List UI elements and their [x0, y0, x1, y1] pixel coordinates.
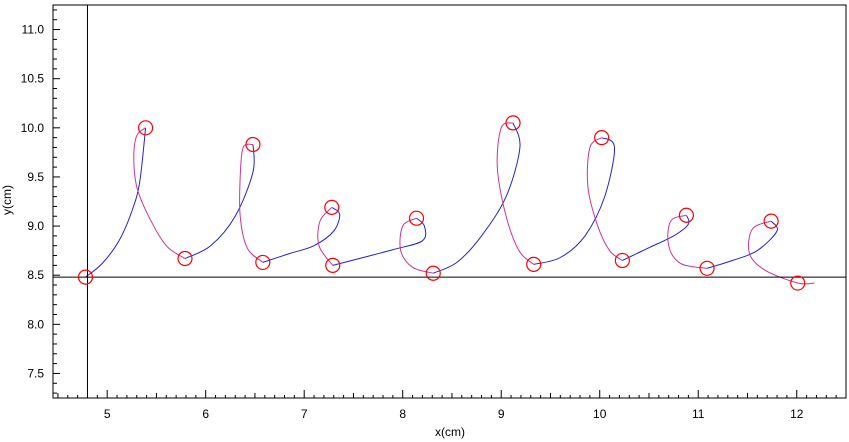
plot-area: [52, 4, 847, 399]
marker-circle-2: [177, 250, 193, 267]
marker-circle-7: [408, 210, 425, 226]
y-tick-label: 7.5: [27, 366, 44, 380]
trace-segment-5: [317, 207, 334, 266]
x-tick-label: 11: [692, 407, 705, 421]
x-tick-label: 7: [301, 407, 308, 421]
trace-segment-0: [85, 127, 147, 278]
marker-circle-3: [245, 136, 261, 153]
marker-circle-9: [505, 115, 521, 131]
position-markers: [77, 115, 806, 291]
x-tick-label: 5: [104, 407, 111, 421]
y-tick-label: 8.0: [27, 317, 44, 331]
trace-segment-11: [586, 137, 623, 261]
y-axis: 7.5 8.0 8.5 9.0 9.5 10.0 10.5 11.0: [21, 9, 60, 394]
marker-circle-12: [614, 252, 630, 269]
trace-segment-10: [533, 137, 616, 265]
marker-circle-8: [425, 265, 441, 281]
trace-segment-2: [184, 144, 255, 259]
marker-circle-15: [763, 213, 779, 229]
trace-segment-12: [622, 215, 690, 261]
trace-segment-8: [432, 122, 521, 274]
marker-circle-14: [699, 260, 715, 276]
trace-segment-1: [133, 127, 186, 259]
y-axis-title: y(cm): [0, 185, 14, 215]
trace-segment-3: [239, 143, 264, 263]
trace-segment-9: [496, 122, 535, 265]
x-tick-label: 8: [399, 407, 406, 421]
trajectory-traces: [85, 122, 815, 285]
y-tick-label: 9.5: [27, 170, 44, 184]
trace-segment-6: [332, 217, 427, 266]
x-tick-label: 10: [593, 407, 607, 421]
y-tick-label: 10.0: [21, 121, 45, 135]
marker-circle-4: [255, 254, 271, 271]
trace-segment-15: [748, 220, 815, 285]
marker-circle-0: [77, 269, 94, 285]
x-tick-label: 12: [790, 407, 804, 421]
marker-circle-10: [526, 256, 542, 272]
marker-circle-13: [678, 207, 695, 223]
y-tick-label: 9.0: [27, 219, 44, 233]
crosshair: [53, 5, 846, 398]
trace-segment-7: [399, 217, 434, 274]
marker-circle-11: [594, 130, 610, 146]
x-axis-title: x(cm): [435, 425, 465, 439]
y-tick-label: 8.5: [27, 268, 44, 282]
trace-segment-13: [667, 214, 708, 269]
trace-segment-14: [706, 220, 778, 269]
x-tick-label: 9: [498, 407, 505, 421]
marker-circle-16: [790, 275, 806, 291]
marker-circle-1: [137, 120, 154, 136]
x-tick-label: 6: [202, 407, 209, 421]
y-tick-label: 10.5: [21, 72, 45, 86]
y-tick-label: 11.0: [22, 23, 45, 37]
trace-segment-4: [262, 206, 341, 263]
marker-circle-6: [325, 257, 341, 273]
x-axis: 5 6 7 8 9 10 11 12: [57, 390, 847, 421]
marker-circle-5: [324, 199, 340, 215]
